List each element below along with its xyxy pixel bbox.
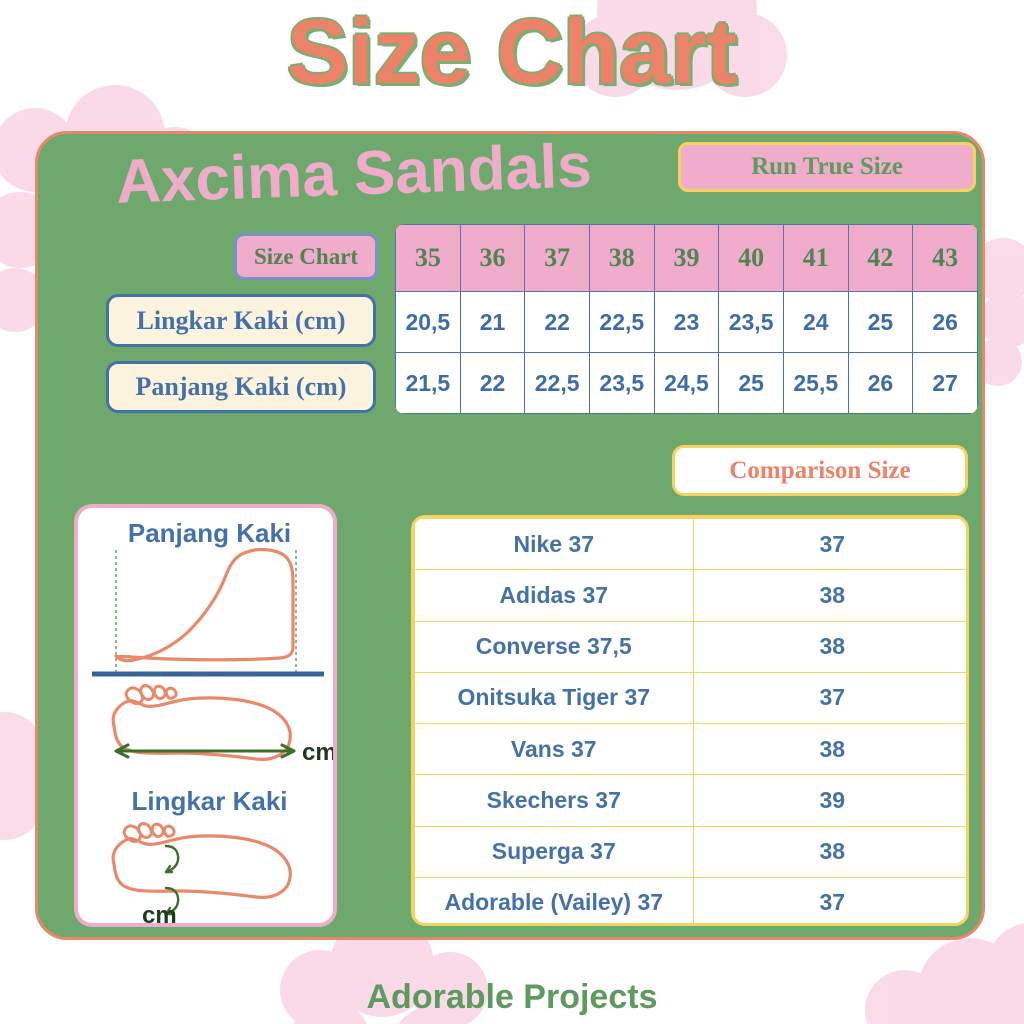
svg-text:cm: cm	[302, 739, 337, 766]
svg-text:cm: cm	[142, 902, 177, 925]
